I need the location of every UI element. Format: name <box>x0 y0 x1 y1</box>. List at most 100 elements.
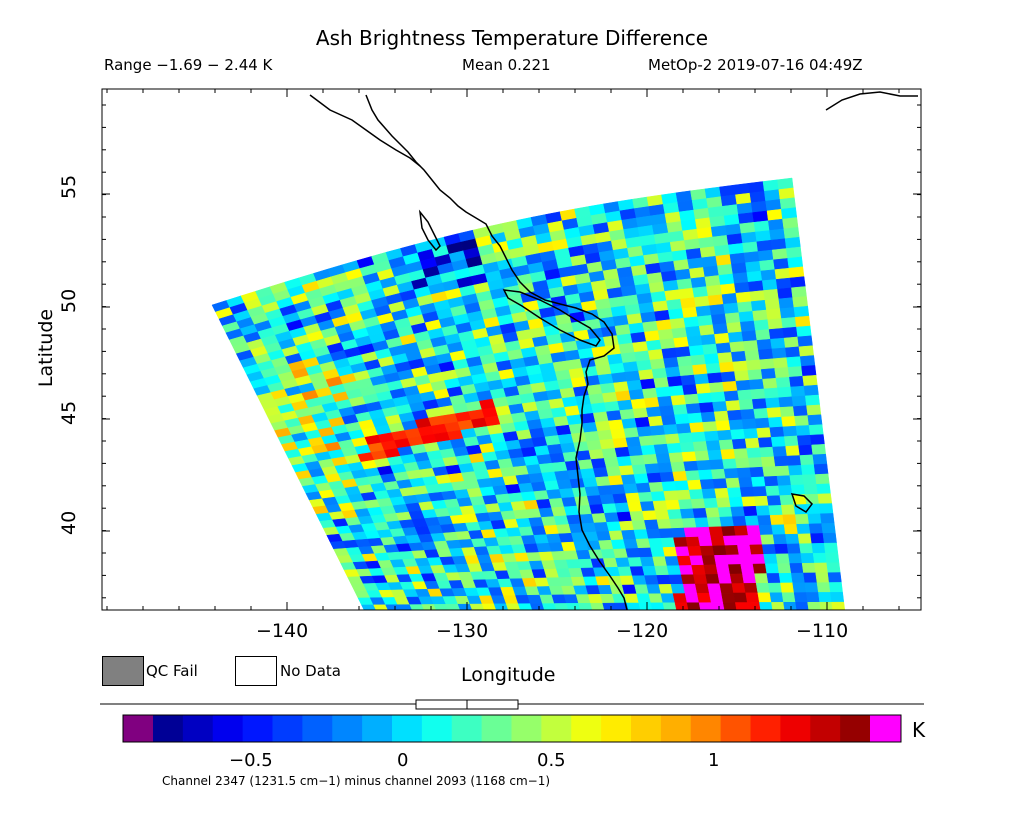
swath-cell <box>433 604 449 610</box>
swath-cell <box>810 434 825 446</box>
swath-cell <box>789 375 805 388</box>
swath-cell <box>603 457 620 468</box>
swath-cell <box>759 259 776 272</box>
swath-cell <box>682 384 698 396</box>
swath-cell <box>595 420 612 432</box>
swath-cell <box>616 511 633 522</box>
swath-cell <box>779 406 795 418</box>
swath-cell <box>756 338 773 351</box>
swath-cell <box>785 346 801 358</box>
swath-cell <box>793 592 808 603</box>
swath-cell <box>714 487 730 499</box>
swath-cell <box>775 277 792 290</box>
swath-cell <box>725 477 741 489</box>
range-text: Range −1.69 − 2.44 K <box>104 56 273 74</box>
swath-cell <box>669 317 686 330</box>
swath-cell <box>771 524 786 535</box>
satellite-swath <box>211 177 846 610</box>
swath-cell <box>649 358 666 370</box>
swath-cell <box>694 583 710 594</box>
swath-cell <box>757 592 772 603</box>
swath-cell <box>597 373 614 385</box>
swath-cell <box>782 217 799 230</box>
swath-cell <box>717 429 733 441</box>
swath-cell <box>653 377 670 389</box>
colorbar-segment <box>242 715 273 742</box>
swath-cell <box>698 602 713 610</box>
swath-cell <box>668 308 685 320</box>
swath-cell <box>694 295 710 308</box>
swath-cell <box>784 236 801 249</box>
swath-cell <box>742 241 759 254</box>
x-tick-label: −120 <box>616 620 669 642</box>
swath-cell <box>636 426 653 438</box>
swath-cell <box>737 389 753 401</box>
swath-cell <box>616 456 633 467</box>
swath-cell <box>756 427 772 439</box>
colorbar-over-swatch <box>870 715 901 742</box>
swath-cell <box>578 513 595 524</box>
swath-cell <box>751 200 768 213</box>
swath-cell <box>780 582 795 593</box>
y-tick-label: 50 <box>58 288 80 313</box>
swath-cell <box>680 297 697 309</box>
swath-cell <box>599 382 616 394</box>
swath-cell <box>588 393 605 405</box>
swath-cell <box>703 564 719 575</box>
swath-cell <box>807 414 823 426</box>
swath-cell <box>745 592 760 603</box>
swath-cell <box>766 208 783 221</box>
swath-cell <box>731 438 747 450</box>
swath-cell <box>555 424 572 436</box>
swath-cell <box>769 592 784 603</box>
swath-cell <box>575 450 592 461</box>
swath-cell <box>706 284 723 297</box>
swath-cell <box>762 466 778 478</box>
swath-cell <box>789 474 805 486</box>
swath-cell <box>629 566 645 577</box>
swath-cell <box>797 533 813 545</box>
swath-cell <box>820 513 835 524</box>
swath-cell <box>779 494 795 506</box>
swath-cell <box>793 305 810 318</box>
swath-cell <box>830 592 845 603</box>
swath-cell <box>581 422 598 433</box>
swath-cell <box>812 453 828 465</box>
swath-cell <box>733 183 751 196</box>
swath-cell <box>781 416 797 428</box>
swath-cell <box>784 435 799 447</box>
swath-cell <box>662 424 679 436</box>
swath-cell <box>786 356 802 368</box>
swath-cell <box>715 342 732 354</box>
swath-cell <box>825 552 840 564</box>
swath-cell <box>638 602 653 610</box>
swath-cell <box>644 330 661 342</box>
vancouver-island <box>502 289 601 347</box>
swath-cell <box>710 535 726 547</box>
swath-cell <box>630 398 647 410</box>
swath-cell <box>752 210 769 223</box>
swath-cell <box>744 437 760 449</box>
swath-cell <box>797 335 813 348</box>
swath-cell <box>763 288 780 301</box>
swath-cell <box>588 449 605 460</box>
swath-cell <box>592 411 609 423</box>
swath-cell <box>561 496 578 508</box>
colorbar-segment <box>720 715 751 742</box>
swath-cell <box>595 476 611 487</box>
swath-cell <box>791 395 807 407</box>
swath-cell <box>548 497 565 509</box>
swath-cell <box>624 370 641 382</box>
swath-cell <box>634 584 650 595</box>
swath-cell <box>759 358 775 370</box>
swath-cell <box>636 593 652 604</box>
swath-cell <box>559 488 575 499</box>
swath-cell <box>692 364 708 376</box>
swath-cell <box>778 187 795 200</box>
colorbar-segment <box>601 715 632 742</box>
swath-cell <box>723 535 738 546</box>
swath-cell <box>674 268 692 281</box>
swath-cell <box>766 407 782 419</box>
swath-cell <box>664 433 681 445</box>
swath-cell <box>772 534 788 545</box>
